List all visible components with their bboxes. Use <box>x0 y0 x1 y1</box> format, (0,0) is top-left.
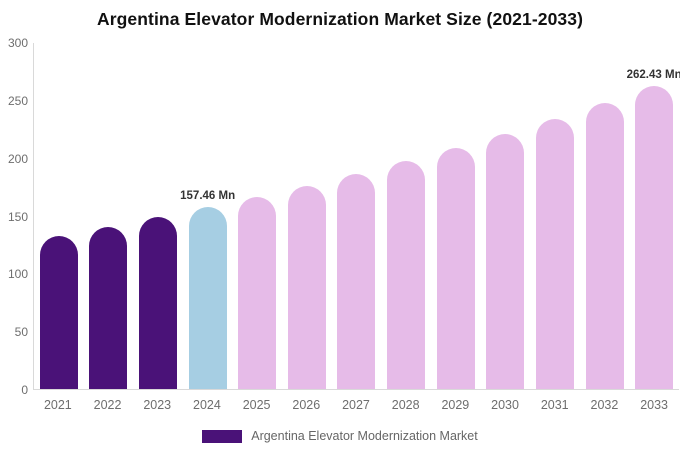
x-axis: 2021 2022 2023 2024 2025 2026 2027 2028 2029 2030… <box>33 398 679 412</box>
x-tick-label: 2025 <box>242 398 271 412</box>
bar-slot <box>282 43 332 389</box>
bar-slot <box>480 43 530 389</box>
bar-2030[interactable] <box>486 133 525 389</box>
bar-slot <box>34 43 84 389</box>
x-tick-label: 2030 <box>491 398 519 412</box>
bar-2028[interactable] <box>387 161 426 389</box>
bar-2022[interactable] <box>89 226 128 389</box>
plot-area: 157.46 Mn 262.43 Mn <box>33 43 680 390</box>
bar-slot <box>84 43 134 389</box>
legend-label: Argentina Elevator Modernization Market <box>251 429 478 443</box>
y-tick-label: 200 <box>7 151 28 166</box>
bar-slot: 262.43 Mn <box>626 43 680 389</box>
data-label: 262.43 Mn <box>626 69 680 82</box>
y-tick-label: 250 <box>7 93 28 108</box>
bar-2027[interactable] <box>337 173 376 389</box>
chart-title: Argentina Elevator Modernization Market … <box>96 9 584 29</box>
bar-2031[interactable] <box>535 118 574 389</box>
x-tick-label: 2021 <box>43 398 72 412</box>
bar-2029[interactable] <box>436 147 475 389</box>
x-tick-label: 2032 <box>590 398 619 412</box>
bar-slot <box>580 43 630 389</box>
legend: Argentina Elevator Modernization Market <box>0 429 680 443</box>
x-tick-label: 2026 <box>292 398 321 412</box>
bar-slot <box>332 43 382 389</box>
bar-slot: 157.46 Mn <box>180 43 236 389</box>
bar-slot <box>431 43 481 389</box>
bar-2021[interactable] <box>39 235 78 389</box>
x-tick-label: 2033 <box>640 398 668 412</box>
legend-swatch <box>202 429 243 443</box>
x-tick-label: 2027 <box>342 398 370 412</box>
y-tick-label: 300 <box>7 36 28 50</box>
x-tick-label: 2029 <box>441 398 470 412</box>
y-tick-label: 150 <box>7 209 28 224</box>
x-tick-label: 2024 <box>193 398 221 412</box>
y-tick-label: 100 <box>7 267 28 282</box>
bar-slot <box>530 43 580 389</box>
x-tick-label: 2022 <box>93 398 122 412</box>
bar-2033[interactable] <box>635 86 674 389</box>
bar-slot <box>133 43 183 389</box>
bar-2024[interactable] <box>188 207 227 389</box>
bar-2025[interactable] <box>238 196 277 389</box>
bar-2026[interactable] <box>287 185 326 389</box>
x-tick-label: 2031 <box>540 398 569 412</box>
bar-slot <box>381 43 431 389</box>
y-tick-label: 0 <box>21 383 28 397</box>
bar-2032[interactable] <box>585 102 624 389</box>
x-tick-label: 2023 <box>143 398 172 412</box>
x-tick-label: 2028 <box>391 398 420 412</box>
legend-item[interactable]: Argentina Elevator Modernization Market <box>202 429 478 443</box>
y-tick-label: 50 <box>14 325 28 340</box>
y-axis: 0 50 100 150 200 250 300 <box>0 36 28 397</box>
bar-2023[interactable] <box>139 217 178 389</box>
data-label: 157.46 Mn <box>180 190 236 203</box>
bar-slot <box>232 43 282 389</box>
